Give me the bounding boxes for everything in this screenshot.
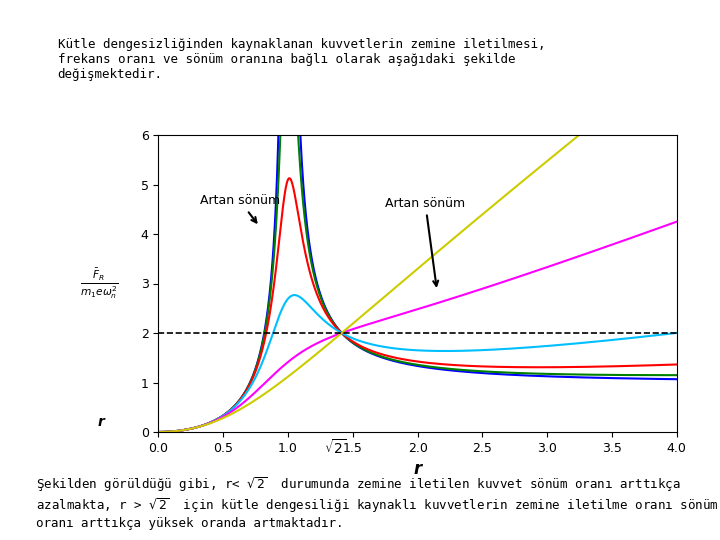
Text: Kütle dengesizliğinden kaynaklanan kuvvetlerin zemine iletilmesi,
frekans oranı : Kütle dengesizliğinden kaynaklanan kuvve… xyxy=(58,38,545,81)
Text: $\sqrt{2}$: $\sqrt{2}$ xyxy=(324,438,346,457)
Text: Artan sönüm: Artan sönüm xyxy=(385,197,465,286)
Text: r: r xyxy=(97,415,104,429)
Text: Şekilden görüldüğü gibi, r< $\sqrt{2}$  durumunda zemine iletilen kuvvet sönüm o: Şekilden görüldüğü gibi, r< $\sqrt{2}$ d… xyxy=(36,475,719,530)
X-axis label: r: r xyxy=(413,460,422,478)
Y-axis label: $\frac{\bar{F}_R}{m_1 e \omega_n^2}$: $\frac{\bar{F}_R}{m_1 e \omega_n^2}$ xyxy=(80,266,118,301)
Text: Artan sönüm: Artan sönüm xyxy=(200,194,280,222)
